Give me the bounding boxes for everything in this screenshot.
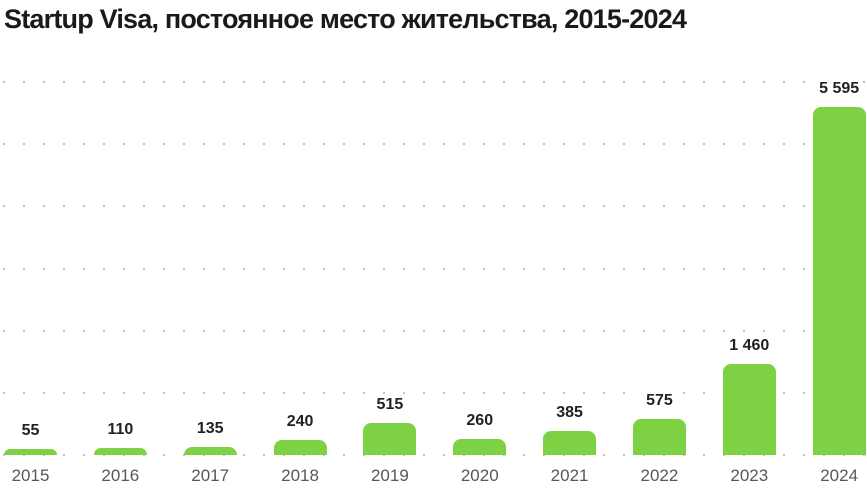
value-label-2020: 260	[463, 411, 497, 430]
gridline	[3, 81, 867, 83]
x-axis-label-2023: 2023	[730, 466, 769, 485]
value-label-2016: 110	[104, 421, 137, 440]
value-label-2024: 5 595	[816, 80, 863, 99]
bar-2018	[273, 440, 327, 455]
bar-2023	[722, 364, 776, 455]
bar-2024	[812, 107, 866, 455]
value-label-2022: 575	[643, 392, 676, 411]
bar-2019	[363, 422, 417, 455]
chart-title: Startup Visa, постоянное место жительств…	[4, 4, 687, 34]
x-axis-label-2015: 2015	[11, 466, 50, 485]
value-label-2015: 55	[18, 422, 43, 440]
x-axis-label-2016: 2016	[101, 466, 140, 485]
bar-2021	[543, 431, 597, 455]
x-axis-label-2020: 2020	[460, 466, 499, 485]
gridline	[3, 205, 867, 208]
gridline	[3, 143, 867, 146]
bar-2015	[4, 449, 57, 455]
value-label-2018: 240	[283, 413, 317, 432]
gridline	[3, 391, 867, 394]
value-label-2021: 385	[553, 404, 586, 423]
value-label-2017: 135	[193, 419, 227, 438]
x-axis-label-2024: 2024	[820, 466, 859, 485]
x-axis-label-2019: 2019	[370, 466, 409, 485]
gridline	[3, 267, 867, 270]
bar-2017	[183, 446, 237, 455]
x-axis-label-2021: 2021	[550, 466, 589, 485]
x-axis-label-2018: 2018	[281, 466, 319, 485]
value-label-2019: 515	[373, 395, 407, 414]
bar-2022	[632, 419, 686, 455]
gridline	[3, 329, 867, 332]
gridline	[3, 454, 867, 456]
value-label-2023: 1 460	[726, 337, 773, 356]
bar-2016	[93, 448, 147, 455]
bar-2020	[453, 438, 507, 455]
x-axis-label-2017: 2017	[191, 466, 230, 485]
x-axis-label-2022: 2022	[640, 466, 679, 485]
